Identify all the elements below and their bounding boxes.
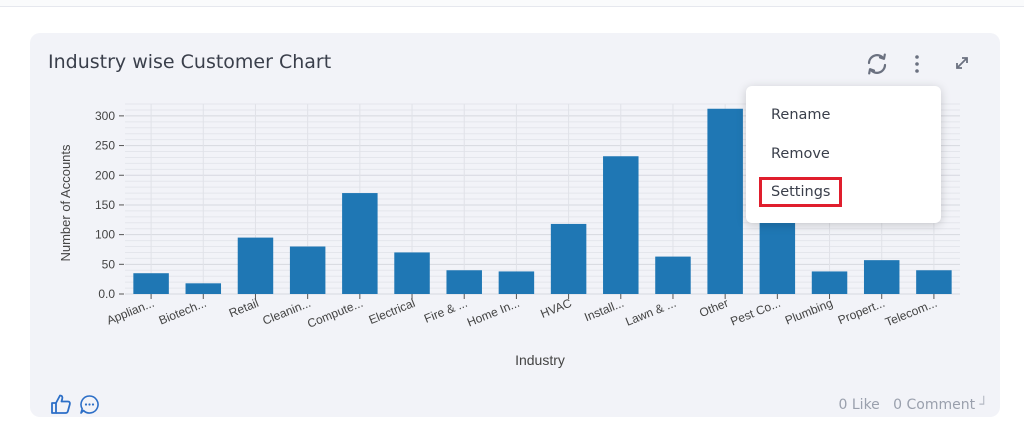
y-axis-label: Number of Accounts (58, 144, 73, 262)
y-tick-label: 150 (95, 198, 115, 212)
x-tick-label: Electrical (367, 296, 417, 327)
menu-item-rename[interactable]: Rename (771, 107, 831, 123)
bar (707, 108, 743, 294)
context-menu: Rename Remove Settings (746, 86, 941, 223)
x-tick-label: Cleanin... (261, 296, 313, 328)
bar (603, 156, 639, 294)
corner-icon: ┘ (979, 397, 988, 413)
like-count[interactable]: 0 Like (838, 397, 880, 413)
bar (759, 222, 796, 294)
y-tick-label: 50 (102, 257, 116, 271)
chart-card: Industry wise Customer Chart (30, 33, 1000, 417)
bar (550, 223, 587, 294)
bar (133, 273, 169, 294)
top-strip (0, 0, 1024, 7)
x-tick-label: Install... (582, 296, 626, 324)
x-tick-label: HVAC (538, 296, 574, 321)
bar (185, 283, 222, 294)
bar (916, 270, 952, 294)
comment-icon[interactable] (79, 394, 100, 420)
comment-count[interactable]: 0 Comment (893, 397, 976, 413)
expand-icon[interactable] (953, 54, 971, 77)
x-tick-label: Plumbing (783, 296, 835, 328)
refresh-icon[interactable] (865, 52, 889, 81)
bar (342, 193, 378, 294)
x-tick-label: Other (697, 296, 730, 320)
bar (237, 237, 274, 294)
x-tick-label: Retail (227, 296, 261, 320)
bar (863, 260, 900, 294)
y-tick-label: 300 (95, 109, 115, 123)
card-title: Industry wise Customer Chart (48, 51, 332, 73)
x-tick-label: Pest Co... (728, 296, 782, 329)
menu-item-remove[interactable]: Remove (771, 146, 830, 162)
more-vertical-icon[interactable] (910, 52, 924, 81)
footer-stats: 0 Like 0 Comment ┘ (839, 397, 988, 413)
bar (655, 256, 691, 294)
bar (811, 271, 848, 294)
settings-highlight-box (759, 177, 842, 207)
y-tick-label: 100 (95, 228, 115, 242)
y-tick-label: 200 (95, 168, 115, 182)
x-tick-label: Fire & ... (422, 296, 469, 326)
y-tick-label: 0.0 (98, 287, 115, 301)
x-tick-label: Propert... (836, 296, 887, 327)
bar (394, 252, 430, 294)
x-axis-label: Industry (515, 352, 565, 368)
y-tick-label: 250 (95, 139, 115, 153)
x-tick-label: Home In... (465, 296, 522, 330)
x-tick-label: Biotech... (157, 296, 209, 328)
bar (498, 271, 535, 294)
x-tick-label: Telecom... (883, 296, 939, 329)
menu-item-settings[interactable]: Settings (771, 184, 831, 200)
bar (446, 270, 482, 294)
thumbs-up-icon[interactable] (50, 393, 72, 420)
x-tick-label: Lawn & ... (623, 296, 678, 329)
x-tick-label: Compute... (305, 296, 365, 331)
bar (289, 246, 326, 294)
